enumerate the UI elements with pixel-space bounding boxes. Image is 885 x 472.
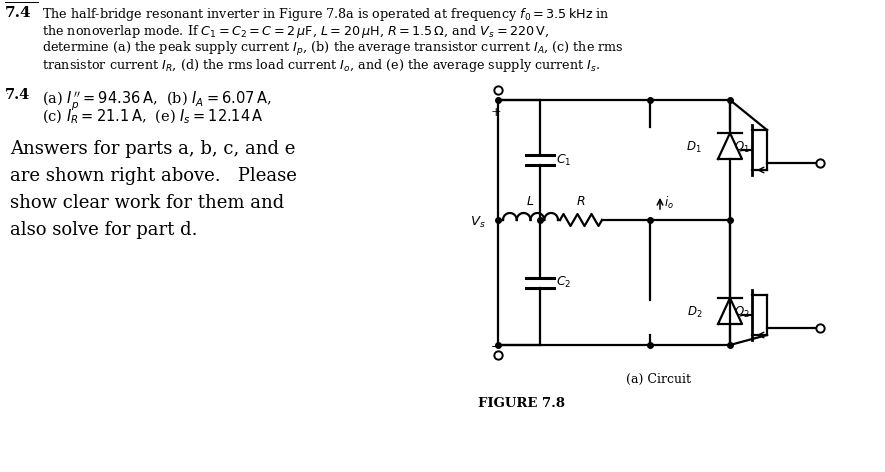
Text: the nonoverlap mode. If $C_1 = C_2 = C = 2\,\mu\mathrm{F}$, $L = 20\,\mu\mathrm{: the nonoverlap mode. If $C_1 = C_2 = C =… [42,23,550,40]
Text: (a) Circuit: (a) Circuit [627,373,691,386]
Text: $i_o$: $i_o$ [664,195,674,211]
Text: $Q_2$: $Q_2$ [734,304,750,320]
Text: $V_s$: $V_s$ [470,215,486,230]
Text: show clear work for them and: show clear work for them and [10,194,284,212]
Text: +: + [490,106,501,119]
Text: $C_1$: $C_1$ [556,152,572,168]
Text: are shown right above.   Please: are shown right above. Please [10,167,296,185]
Text: transistor current $I_R$, (d) the rms load current $I_o$, and (e) the average su: transistor current $I_R$, (d) the rms lo… [42,57,600,74]
Text: The half-bridge resonant inverter in Figure 7.8a is operated at frequency $f_0 =: The half-bridge resonant inverter in Fig… [42,6,610,23]
Text: Answers for parts a, b, c, and e: Answers for parts a, b, c, and e [10,140,296,158]
Text: $Q_1$: $Q_1$ [734,139,750,154]
Text: FIGURE 7.8: FIGURE 7.8 [478,397,565,410]
Text: $R$: $R$ [576,195,586,208]
Text: −: − [491,341,501,354]
Text: $L$: $L$ [527,195,535,208]
Text: 7.4: 7.4 [5,6,32,20]
Text: 7.4: 7.4 [5,88,30,102]
Text: determine (a) the peak supply current $I_p$, (b) the average transistor current : determine (a) the peak supply current $I… [42,40,624,58]
Text: $C_2$: $C_2$ [556,275,572,290]
Text: (a) $I_p^{\,\prime\prime} = 94.36\,\mathrm{A}$,  (b) $I_A = 6.07\,\mathrm{A}$,: (a) $I_p^{\,\prime\prime} = 94.36\,\math… [42,89,272,112]
Text: ·: · [5,90,8,99]
Text: $D_2$: $D_2$ [687,304,702,320]
Text: (c) $I_R = 21.1\,\mathrm{A}$,  (e) $I_s = 12.14\,\mathrm{A}$: (c) $I_R = 21.1\,\mathrm{A}$, (e) $I_s =… [42,108,264,126]
Text: $D_1$: $D_1$ [687,139,702,154]
Text: also solve for part d.: also solve for part d. [10,221,197,239]
